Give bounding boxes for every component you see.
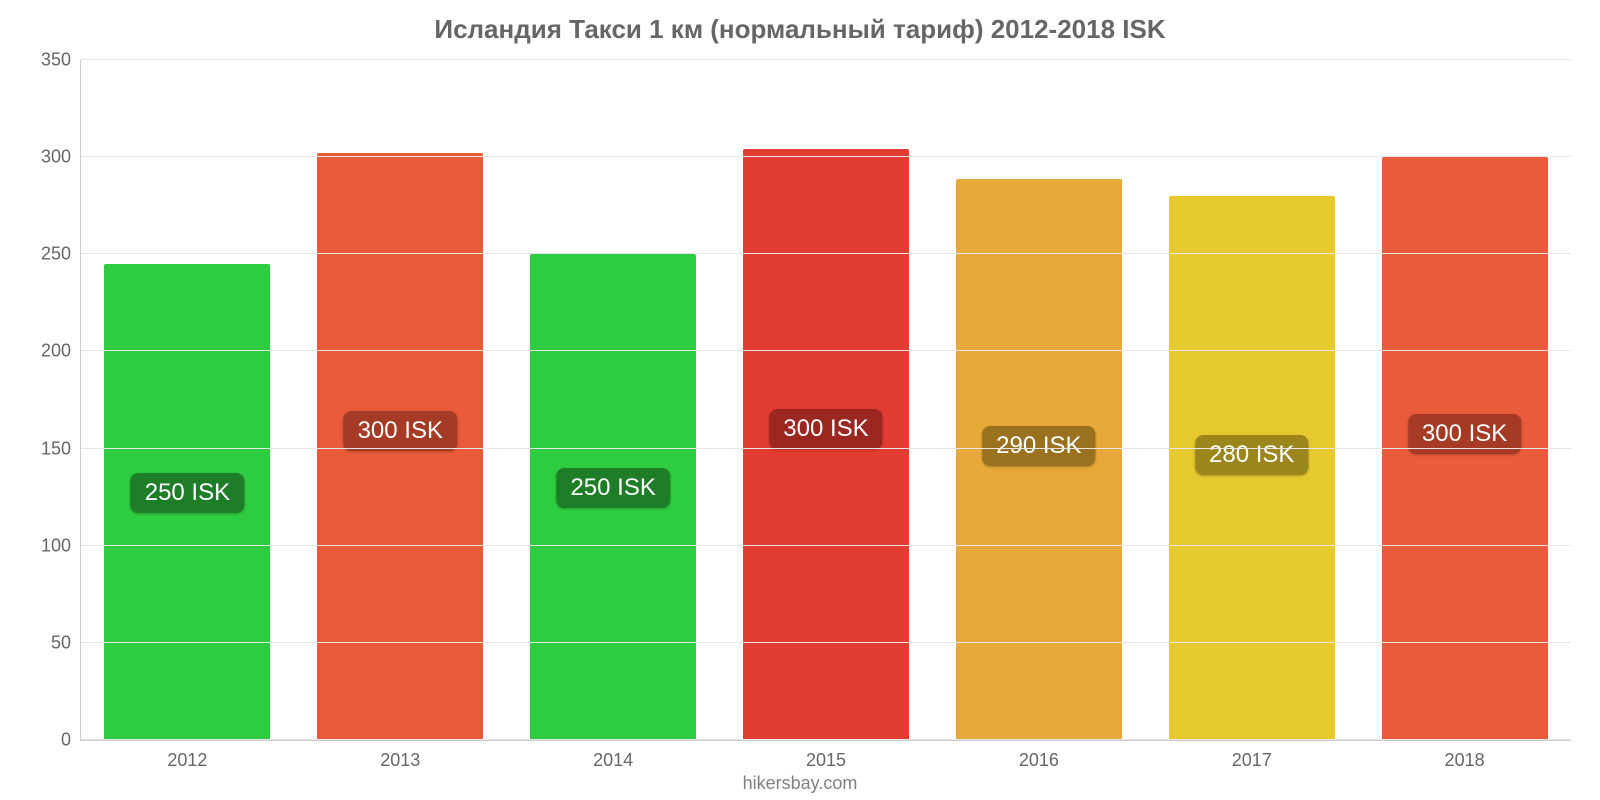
bar-slot: 250 ISK2014 — [507, 60, 720, 740]
x-axis-tick-label: 2018 — [1445, 740, 1485, 771]
y-axis-tick-label: 100 — [41, 535, 81, 556]
y-axis-tick-label: 200 — [41, 341, 81, 362]
bar: 300 ISK — [1382, 157, 1548, 740]
bar-value-label: 280 ISK — [1195, 435, 1308, 475]
gridline: 300 — [81, 156, 1571, 157]
bar: 250 ISK — [104, 264, 270, 740]
gridline: 0 — [81, 739, 1571, 740]
gridline: 100 — [81, 545, 1571, 546]
y-axis-tick-label: 150 — [41, 438, 81, 459]
y-axis-tick-label: 350 — [41, 50, 81, 71]
bar: 300 ISK — [743, 149, 909, 740]
gridline: 150 — [81, 448, 1571, 449]
bars-container: 250 ISK2012300 ISK2013250 ISK2014300 ISK… — [81, 60, 1571, 740]
gridline: 350 — [81, 59, 1571, 60]
x-axis-tick-label: 2017 — [1232, 740, 1272, 771]
x-axis-tick-label: 2013 — [380, 740, 420, 771]
x-axis-tick-label: 2014 — [593, 740, 633, 771]
x-axis-tick-label: 2016 — [1019, 740, 1059, 771]
bar-value-label: 250 ISK — [131, 473, 244, 513]
bar-value-label: 250 ISK — [556, 468, 669, 508]
y-axis-tick-label: 300 — [41, 147, 81, 168]
gridline: 250 — [81, 253, 1571, 254]
bar-slot: 250 ISK2012 — [81, 60, 294, 740]
bar-slot: 280 ISK2017 — [1145, 60, 1358, 740]
bar: 290 ISK — [956, 179, 1122, 740]
y-axis-tick-label: 250 — [41, 244, 81, 265]
bar-value-label: 290 ISK — [982, 426, 1095, 466]
bar-slot: 300 ISK2013 — [294, 60, 507, 740]
bar-slot: 300 ISK2015 — [720, 60, 933, 740]
chart-title: Исландия Такси 1 км (нормальный тариф) 2… — [0, 14, 1600, 45]
y-axis-tick-label: 50 — [51, 632, 81, 653]
y-axis-tick-label: 0 — [61, 730, 81, 751]
gridline: 50 — [81, 642, 1571, 643]
bar: 250 ISK — [530, 254, 696, 740]
chart-container: Исландия Такси 1 км (нормальный тариф) 2… — [0, 0, 1600, 800]
bar-slot: 290 ISK2016 — [932, 60, 1145, 740]
bar-value-label: 300 ISK — [769, 409, 882, 449]
x-axis-tick-label: 2015 — [806, 740, 846, 771]
gridline: 200 — [81, 350, 1571, 351]
bar-slot: 300 ISK2018 — [1358, 60, 1571, 740]
chart-credit: hikersbay.com — [0, 773, 1600, 794]
bar: 280 ISK — [1169, 196, 1335, 740]
plot-area: 250 ISK2012300 ISK2013250 ISK2014300 ISK… — [80, 60, 1571, 741]
bar-value-label: 300 ISK — [344, 411, 457, 451]
x-axis-tick-label: 2012 — [167, 740, 207, 771]
